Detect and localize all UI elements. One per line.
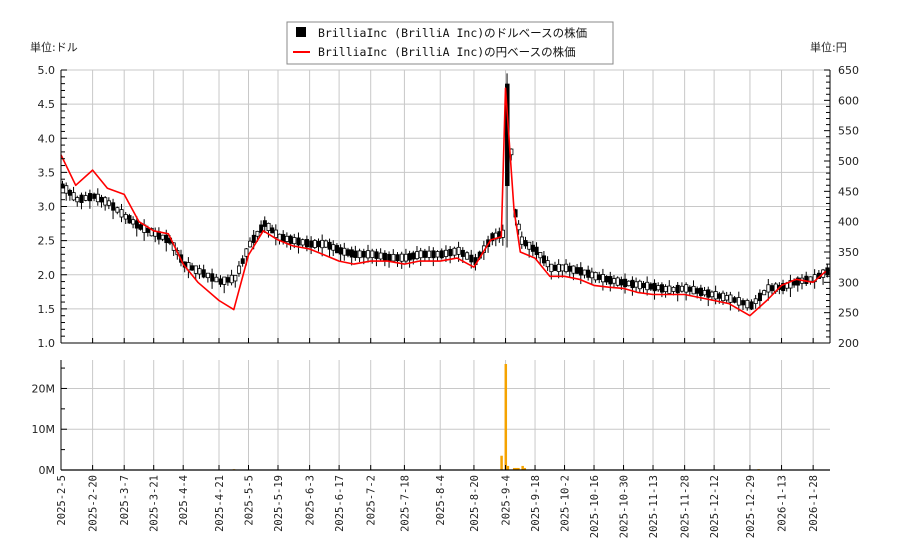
left-tick-label: 2.0: [38, 269, 56, 282]
right-tick-label: 200: [838, 337, 859, 350]
date-tick-label: 2025-7-2: [366, 475, 378, 526]
volume-bars: [232, 364, 760, 470]
left-tick-label: 4.5: [38, 98, 56, 111]
date-tick-label: 2025-12-29: [745, 475, 757, 538]
date-tick-label: 2025-10-30: [619, 475, 631, 538]
date-tick-label: 2026-1-13: [777, 475, 789, 532]
date-axis-ticks: 2025-2-5 2025-2-20 2025-3-7 2025-3-21 2025-4…: [56, 475, 820, 538]
left-tick-label: 1.0: [38, 337, 56, 350]
date-tick-label: 2025-11-13: [648, 475, 660, 538]
date-tick-label: 2025-3-21: [149, 475, 161, 532]
jpy-price-line: [60, 87, 827, 317]
volume-tick-label: 20M: [32, 382, 56, 395]
price-grid: [60, 69, 830, 344]
volume-tick-label: 0M: [39, 464, 56, 477]
date-tick-label: 2025-5-5: [244, 475, 256, 526]
date-tick-label: 2025-8-4: [435, 475, 447, 526]
left-tick-label: 5.0: [38, 64, 56, 77]
date-tick-label: 2025-3-7: [119, 475, 131, 526]
date-tick-label: 2025-10-2: [560, 475, 572, 532]
date-tick-label: 2025-5-19: [273, 475, 285, 532]
date-tick-label: 2025-12-12: [709, 475, 721, 538]
right-tick-label: 350: [838, 246, 859, 259]
right-tick-label: 250: [838, 307, 859, 320]
legend-usd-label: BrilliaInc (BrilliA Inc)のドルベースの株価: [318, 26, 587, 40]
date-tick-label: 2025-2-5: [56, 475, 68, 526]
left-tick-label: 4.0: [38, 132, 56, 145]
date-tick-label: 2025-11-28: [680, 475, 692, 538]
right-tick-label: 550: [838, 125, 859, 138]
volume-grid: [60, 360, 830, 470]
date-tick-label: 2025-2-20: [88, 475, 100, 532]
left-tick-label: 3.5: [38, 166, 56, 179]
right-tick-label: 500: [838, 155, 859, 168]
legend-box: [286, 21, 614, 65]
legend: BrilliaInc (BrilliA Inc)のドルベースの株価 Brilli…: [286, 21, 614, 65]
right-axis-ticks: 650 600 550 500 450 400 350 300 250 200: [838, 64, 859, 350]
left-tick-label: 2.5: [38, 235, 56, 248]
legend-jpy-label: BrilliaInc (BrilliA Inc)の円ベースの株価: [318, 45, 576, 59]
date-tick-label: 2025-6-17: [334, 475, 346, 532]
date-tick-label: 2025-9-4: [501, 475, 513, 526]
date-tick-label: 2025-10-16: [589, 475, 601, 538]
volume-axis-ticks: 20M 10M 0M: [32, 382, 56, 477]
left-tick-label: 3.0: [38, 201, 56, 214]
right-tick-label: 650: [838, 64, 859, 77]
date-tick-label: 2025-6-3: [305, 475, 317, 526]
date-tick-label: 2025-7-18: [399, 475, 411, 532]
right-tick-label: 400: [838, 216, 859, 229]
date-tick-label: 2025-4-21: [214, 475, 226, 532]
right-tick-label: 600: [838, 94, 859, 107]
axes-frame: [60, 69, 831, 471]
legend-black-square-icon: [296, 27, 306, 37]
date-tick-label: 2025-9-18: [530, 475, 542, 532]
date-tick-label: 2025-8-20: [469, 475, 481, 532]
volume-tick-label: 10M: [32, 423, 56, 436]
date-tick-label: 2025-4-4: [178, 475, 190, 526]
date-tick-label: 2026-1-28: [808, 475, 820, 532]
right-tick-label: 450: [838, 185, 859, 198]
left-axis-ticks: 5.0 4.5 4.0 3.5 3.0 2.5 2.0 1.5 1.0: [38, 64, 56, 350]
left-tick-label: 1.5: [38, 303, 56, 316]
right-tick-label: 300: [838, 276, 859, 289]
left-axis-unit: 単位:ドル: [30, 40, 78, 54]
right-axis-unit: 単位:円: [810, 40, 847, 54]
